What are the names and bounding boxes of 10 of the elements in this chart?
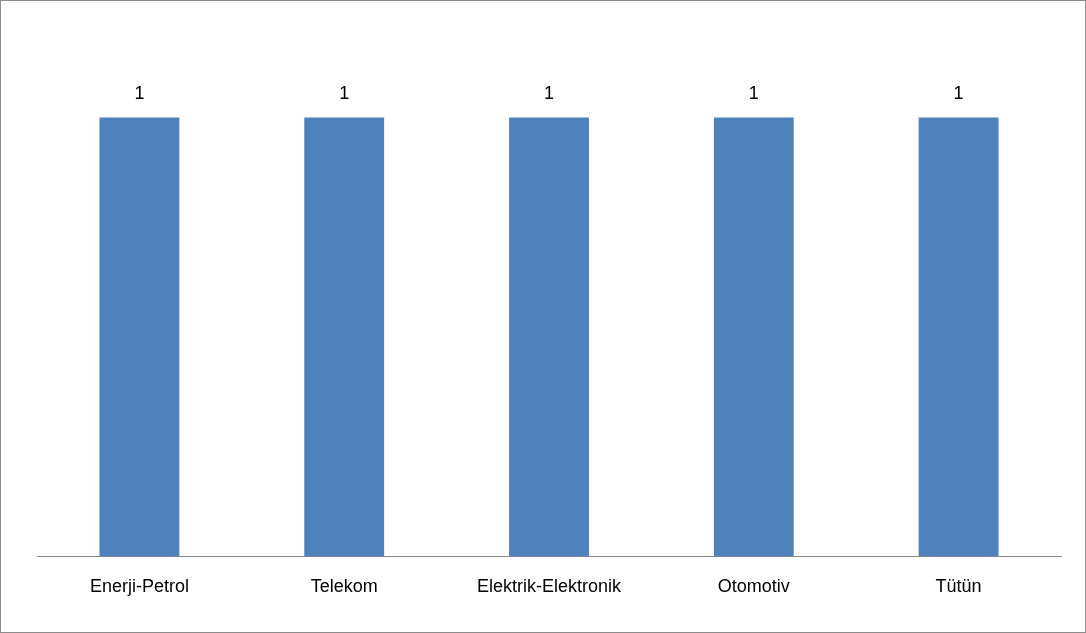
data-label: 1: [134, 82, 145, 103]
x-tick-label: Telekom: [310, 576, 378, 597]
data-label: 1: [543, 82, 555, 103]
data-label: 1: [748, 82, 759, 103]
x-tick-label: Otomotiv: [717, 576, 790, 597]
x-tick-label: Enerji-Petrol: [89, 576, 189, 597]
data-label: 1: [953, 82, 964, 103]
data-label: 1: [339, 82, 350, 103]
x-tick-label: Tütün: [935, 576, 982, 597]
x-tick-label: Elektrik-Elektronik: [476, 576, 623, 597]
